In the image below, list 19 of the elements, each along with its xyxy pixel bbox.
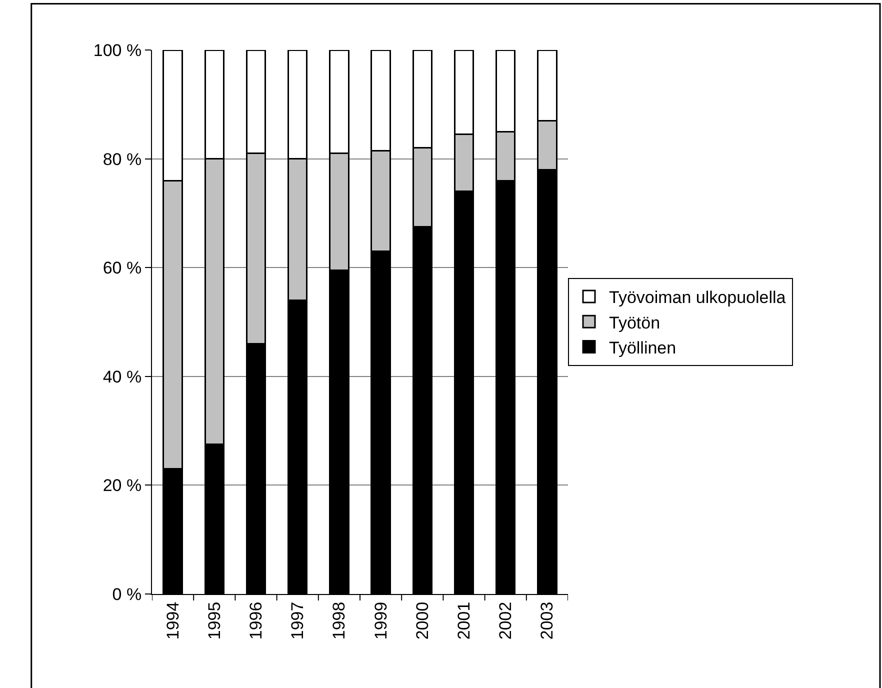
x-tick-label: 2000 <box>412 602 432 640</box>
y-tick-label: 100 % <box>93 40 142 60</box>
x-tick-label: 1999 <box>371 602 390 640</box>
x-tick-label: 1995 <box>204 602 224 640</box>
y-tick-label: 80 % <box>102 150 142 169</box>
x-tick-label: 2002 <box>496 602 516 640</box>
legend-label: Työllinen <box>609 338 676 358</box>
x-tick-label: 1998 <box>330 602 349 640</box>
y-tick-label: 0 % <box>112 584 142 604</box>
x-tick-label: 2003 <box>538 602 557 640</box>
y-tick-label: 60 % <box>102 258 142 278</box>
y-tick-label: 40 % <box>102 367 142 386</box>
legend-label: Työvoiman ulkopuolella <box>609 288 786 308</box>
legend-label: Työtön <box>609 313 660 332</box>
x-tick-label: 2001 <box>454 602 474 640</box>
x-tick-label: 1994 <box>163 602 182 640</box>
y-tick-label: 20 % <box>102 476 142 496</box>
x-tick-label: 1997 <box>288 602 308 640</box>
x-tick-label: 1996 <box>246 602 266 640</box>
